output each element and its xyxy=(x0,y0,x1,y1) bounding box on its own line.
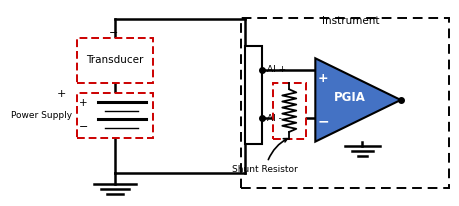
Polygon shape xyxy=(315,58,401,142)
Text: AI +: AI + xyxy=(267,65,286,74)
Bar xyxy=(77,93,153,138)
Text: −: − xyxy=(318,115,329,129)
Text: −: − xyxy=(109,28,118,38)
Text: Instrument: Instrument xyxy=(322,16,379,26)
Text: Transducer: Transducer xyxy=(86,55,144,65)
Text: +: + xyxy=(79,98,88,108)
Bar xyxy=(77,38,153,83)
Text: −: − xyxy=(78,122,88,132)
Text: Power Supply: Power Supply xyxy=(11,111,73,120)
Text: AI -: AI - xyxy=(267,114,282,123)
Bar xyxy=(273,83,306,139)
Bar xyxy=(245,46,262,144)
Text: +: + xyxy=(318,72,329,85)
Text: +: + xyxy=(57,89,66,99)
Bar xyxy=(241,18,449,188)
Text: Shunt Resistor: Shunt Resistor xyxy=(232,139,298,174)
Text: PGIA: PGIA xyxy=(334,91,365,104)
